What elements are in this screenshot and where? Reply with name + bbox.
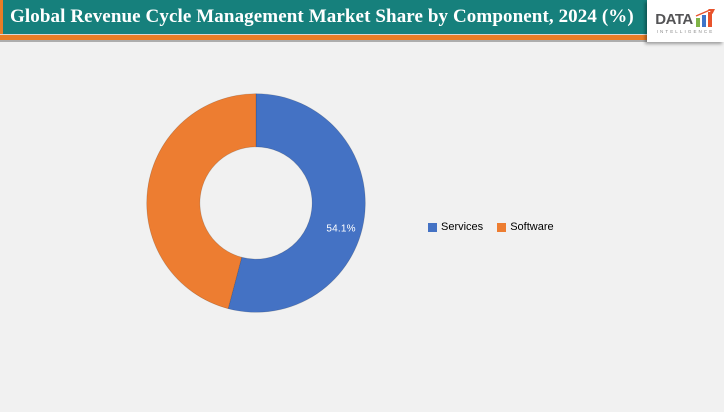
logo-wordmark: DATA bbox=[655, 10, 693, 28]
header-bar: Global Revenue Cycle Management Market S… bbox=[0, 0, 647, 34]
donut-chart[interactable] bbox=[146, 93, 366, 313]
software-slice[interactable] bbox=[146, 93, 257, 310]
page-title: Global Revenue Cycle Management Market S… bbox=[10, 6, 634, 27]
header-left-accent bbox=[0, 0, 3, 34]
software-legend-label: Software bbox=[510, 221, 554, 233]
services-legend-label: Services bbox=[441, 221, 484, 233]
header-divider-line bbox=[0, 34, 647, 35]
services-slice-data-label: 54.1% bbox=[326, 223, 356, 235]
legend-item-services[interactable]: Services bbox=[428, 221, 483, 234]
software-legend-swatch bbox=[497, 223, 507, 232]
header-shadow bbox=[0, 40, 724, 42]
bar-chart-logo-icon bbox=[695, 8, 715, 27]
logo-subtext: INTELLIGENCE bbox=[656, 28, 715, 34]
chart-legend: Services Software bbox=[428, 221, 554, 234]
brand-logo: DATA INTELLIGENCE bbox=[647, 0, 724, 42]
header-underline-strip bbox=[0, 35, 647, 40]
legend-item-software[interactable]: Software bbox=[497, 221, 554, 234]
donut-chart-area: 54.1% bbox=[146, 93, 366, 313]
logo-row: DATA bbox=[655, 8, 715, 28]
services-slice[interactable] bbox=[227, 93, 366, 313]
services-legend-swatch bbox=[428, 223, 437, 232]
